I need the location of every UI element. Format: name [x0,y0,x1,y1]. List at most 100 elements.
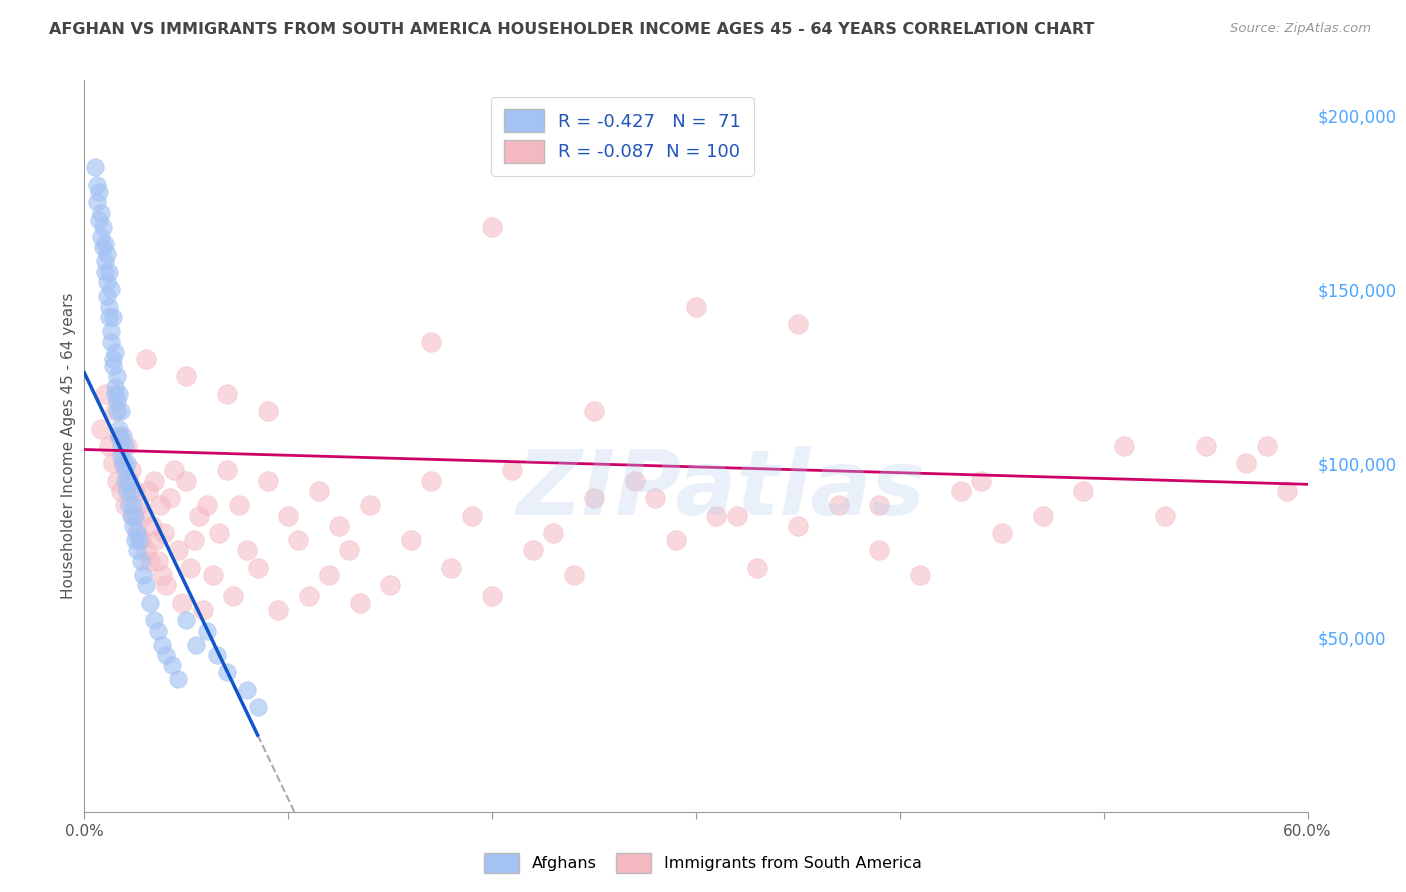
Point [195,498,218,512]
Point [120,484,142,499]
Point [100,282,122,296]
Point [191,603,214,617]
Point [236,682,259,697]
Point [155,648,177,662]
Point [105,369,128,384]
Point [110,404,132,418]
Point [277,508,299,523]
Point [481,589,503,603]
Point [298,589,321,603]
Point [1195,439,1218,453]
Point [110,450,132,464]
Point [142,613,165,627]
Point [115,457,138,471]
Point [114,498,136,512]
Point [228,498,250,512]
Point [135,351,157,366]
Point [97,300,120,314]
Point [108,428,131,442]
Point [246,700,269,714]
Point [90,230,112,244]
Point [96,275,118,289]
Point [122,519,145,533]
Point [93,254,115,268]
Point [205,648,228,662]
Point [440,561,463,575]
Point [502,463,524,477]
Point [236,543,259,558]
Point [97,265,120,279]
Point [122,498,145,512]
Point [150,638,173,652]
Point [160,658,183,673]
Point [828,498,851,512]
Point [97,310,120,325]
Point [91,219,114,234]
Point [87,185,110,199]
Point [90,421,112,435]
Legend: R = -0.427   N =  71, R = -0.087  N = 100: R = -0.427 N = 71, R = -0.087 N = 100 [492,96,754,176]
Point [120,508,142,523]
Point [217,386,239,401]
Text: AFGHAN VS IMMIGRANTS FROM SOUTH AMERICA HOUSEHOLDER INCOME AGES 45 - 64 YEARS CO: AFGHAN VS IMMIGRANTS FROM SOUTH AMERICA … [49,22,1095,37]
Point [201,567,224,582]
Point [186,638,208,652]
Point [145,533,167,547]
Point [110,439,132,453]
Point [174,613,197,627]
Point [105,474,128,488]
Point [127,526,149,541]
Point [131,554,153,568]
Point [127,543,149,558]
Point [101,457,124,471]
Point [83,161,105,175]
Point [725,508,748,523]
Point [399,533,422,547]
Point [115,439,138,453]
Point [481,219,503,234]
Point [146,624,169,638]
Point [562,567,585,582]
Point [287,533,309,547]
Point [105,393,128,408]
Point [112,428,135,442]
Point [120,463,142,477]
Point [93,237,115,252]
Point [208,526,231,541]
Point [950,484,973,499]
Point [706,508,728,523]
Point [583,404,606,418]
Point [112,457,135,471]
Legend: Afghans, Immigrants from South America: Afghans, Immigrants from South America [478,847,928,880]
Point [128,498,150,512]
Point [155,578,177,592]
Point [339,543,361,558]
Point [114,474,136,488]
Point [141,519,163,533]
Point [1073,484,1095,499]
Point [100,334,122,349]
Point [124,533,146,547]
Point [136,484,159,499]
Point [461,508,484,523]
Point [787,519,810,533]
Point [93,386,115,401]
Point [420,474,443,488]
Point [159,491,181,506]
Point [187,508,209,523]
Point [105,404,128,418]
Point [114,463,136,477]
Point [163,463,186,477]
Point [101,359,124,373]
Point [174,474,197,488]
Point [1154,508,1177,523]
Point [257,404,280,418]
Point [583,491,606,506]
Point [124,508,146,523]
Point [308,484,330,499]
Point [128,533,150,547]
Point [747,561,769,575]
Point [1236,457,1258,471]
Point [104,345,127,359]
Point [122,508,145,523]
